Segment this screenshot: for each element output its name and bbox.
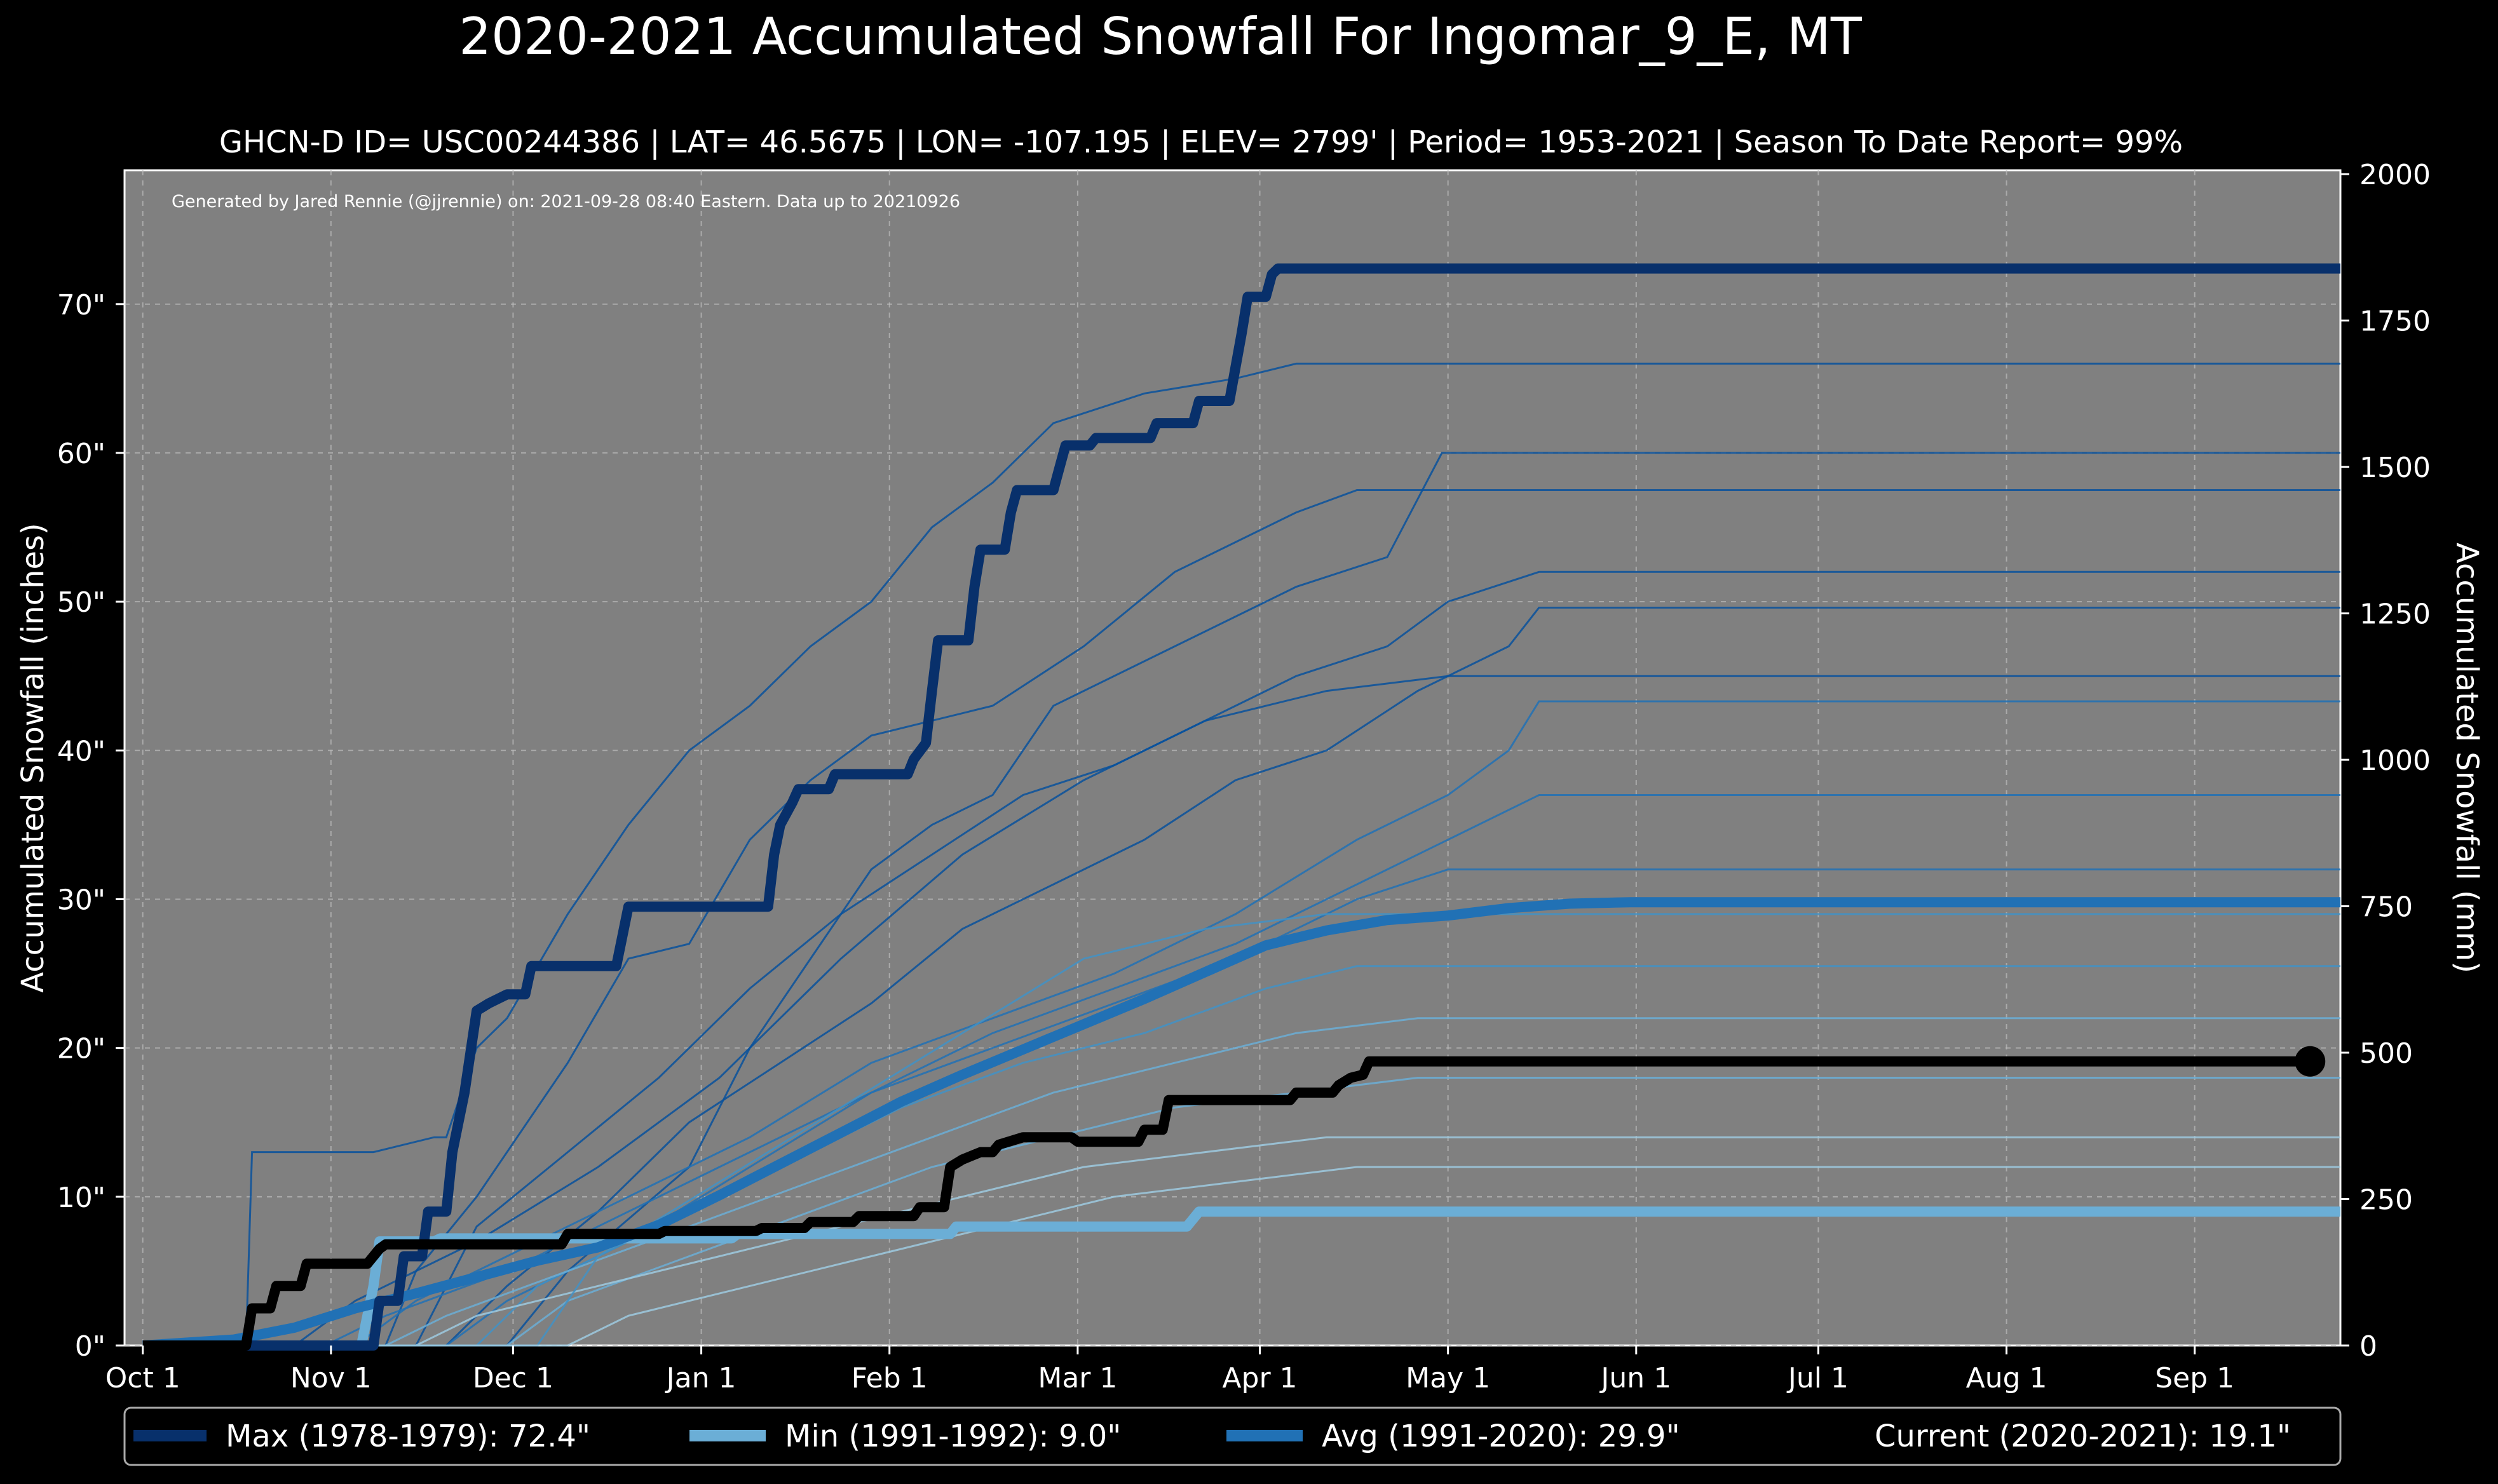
x-tick-label: May 1 [1406,1362,1490,1394]
historical-line [142,489,2340,1347]
y-right-tick-label: 750 [2359,891,2413,924]
y-axis-left: 0" 10" 20" 30" 40" 50" 60" 70" [57,289,125,1363]
historical-line [142,794,2340,1347]
chart-title: 2020-2021 Accumulated Snowfall For Ingom… [459,7,1863,66]
credit-text: Generated by Jared Rennie (@jjrennie) on… [172,192,960,212]
x-tick-label: Nov 1 [290,1362,372,1394]
y-right-tick-label: 2000 [2359,159,2431,191]
y-right-tick-label: 1250 [2359,598,2431,631]
y-right-tick-label: 0 [2359,1330,2377,1363]
y-right-tick-label: 1750 [2359,306,2431,338]
y-label-right: Accumulated Snowfall (mm) [2449,543,2485,973]
max-series-line [142,263,2340,1351]
x-tick-label: Jun 1 [1599,1362,1671,1394]
legend-label-avg: Avg (1991-2020): 29.9" [1322,1419,1680,1454]
current-end-marker [2295,1046,2326,1077]
x-tick-label: Jan 1 [665,1362,737,1394]
legend: Max (1978-1979): 72.4" Min (1991-1992): … [123,1406,2342,1466]
historical-line [142,913,2340,1347]
historical-line [142,570,2340,1347]
legend-label-min: Min (1991-1992): 9.0" [785,1419,1121,1454]
x-tick-label: Apr 1 [1222,1362,1297,1394]
x-tick-label: Mar 1 [1038,1362,1117,1394]
x-tick-label: Feb 1 [852,1362,928,1394]
historical-line [142,1017,2340,1347]
y-left-tick-label: 30" [57,884,105,916]
plot-area [123,169,2342,1347]
y-label-left: Accumulated Snowfall (inches) [15,523,51,993]
legend-label-max: Max (1978-1979): 72.4" [226,1419,590,1454]
x-tick-label: Dec 1 [473,1362,553,1394]
x-tick-label: Jul 1 [1786,1362,1849,1394]
main-series-group [142,263,2340,1351]
historical-line [142,868,2340,1347]
x-tick-label: Oct 1 [105,1362,180,1394]
y-right-tick-label: 250 [2359,1184,2413,1217]
y-right-tick-label: 500 [2359,1037,2413,1070]
avg-series-line [142,897,2340,1351]
y-right-tick-label: 1000 [2359,745,2431,777]
historical-line [142,675,2340,1347]
legend-label-current: Current (2020-2021): 19.1" [1875,1419,2291,1454]
x-tick-label: Sep 1 [2155,1362,2234,1394]
y-left-tick-label: 70" [57,289,105,321]
y-left-tick-label: 0" [75,1330,105,1363]
historical-line [142,1166,2340,1347]
y-left-tick-label: 50" [57,586,105,619]
chart-subtitle: GHCN-D ID= USC00244386 | LAT= 46.5675 | … [219,125,2183,160]
x-tick-label: Aug 1 [1966,1362,2047,1394]
current-series-line [142,1056,2311,1351]
y-axis-right: 0 250 500 750 1000 1250 1500 1750 2000 [2340,159,2431,1363]
y-left-tick-label: 60" [57,438,105,470]
x-axis: Oct 1 Nov 1 Dec 1 Jan 1 Feb 1 Mar 1 Apr 1 May 1… [105,1346,2234,1394]
y-left-tick-label: 40" [57,735,105,767]
historical-line [142,362,2340,1347]
y-left-tick-label: 10" [57,1182,105,1214]
y-right-tick-label: 1500 [2359,452,2431,484]
y-left-tick-label: 20" [57,1033,105,1065]
